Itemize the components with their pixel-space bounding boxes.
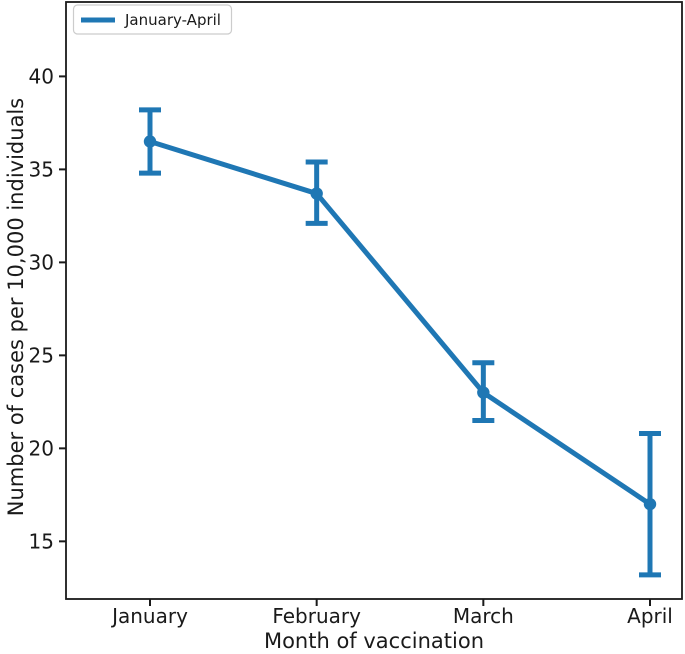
x-tick-label-january: January	[110, 604, 188, 628]
data-point-april	[643, 497, 657, 511]
plot-area-border	[65, 1, 683, 600]
legend: January-April	[72, 4, 233, 35]
legend-label: January-April	[124, 11, 221, 29]
data-point-february	[310, 187, 323, 200]
y-tick-label: 35	[29, 157, 54, 181]
y-tick-label: 20	[29, 436, 54, 460]
y-axis-ticks: 15 20 25 30 35 40	[29, 64, 66, 553]
legend-box	[72, 4, 233, 35]
y-tick-label: 40	[29, 64, 54, 88]
x-axis-label: Month of vaccination	[264, 629, 484, 653]
y-tick-label: 25	[29, 343, 54, 367]
y-tick-label: 30	[29, 250, 54, 274]
y-axis-label: Number of cases per 10,000 individuals	[4, 98, 28, 516]
data-point-march	[477, 386, 490, 399]
data-series	[139, 107, 661, 578]
series-line	[149, 139, 652, 507]
x-axis-ticks: January February March April	[110, 599, 673, 628]
y-tick-label: 15	[29, 529, 54, 553]
x-tick-label-march: March	[453, 604, 514, 628]
x-tick-label-february: February	[272, 604, 361, 628]
data-point-january	[143, 135, 157, 148]
x-tick-label-april: April	[627, 604, 673, 628]
